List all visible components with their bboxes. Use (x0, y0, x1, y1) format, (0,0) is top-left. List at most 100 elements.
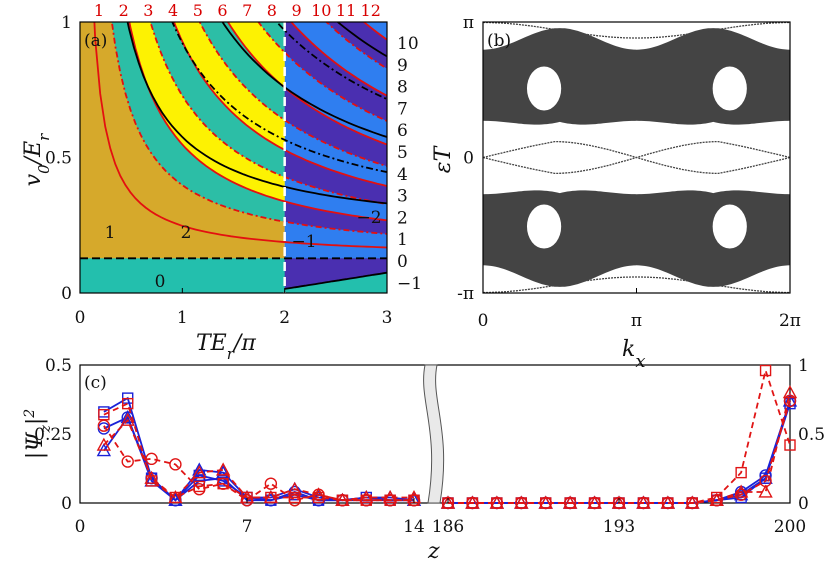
series-line (448, 403, 791, 504)
right-index-label: 7 (397, 99, 408, 119)
series-marker (97, 422, 111, 435)
series-marker (562, 495, 578, 509)
y-tick-label-left: 0.25 (34, 425, 72, 445)
series-marker (169, 458, 182, 471)
x-tick-label: 193 (603, 517, 635, 537)
panel-b-label: (b) (487, 31, 511, 51)
series-marker (335, 492, 350, 506)
top-index-label: 11 (336, 1, 356, 20)
x-tick-label: 0 (75, 517, 86, 537)
series-marker (587, 495, 602, 509)
series-marker (263, 490, 279, 504)
red-boundary-curve (198, 22, 387, 168)
region-stripe-right (284, 22, 387, 121)
panel-a-regions (80, 22, 387, 293)
series-marker (97, 419, 111, 432)
series-marker (217, 477, 229, 490)
series-marker (192, 465, 207, 479)
panel-a-ylabel: v0/Er (21, 133, 53, 186)
right-index-label: 5 (397, 143, 408, 163)
region-label: −1 (291, 232, 316, 252)
x-tick-label: 2 (279, 308, 290, 328)
region-stripe-left (199, 22, 285, 121)
panel-c-series (96, 364, 798, 510)
top-index-label: 10 (311, 1, 331, 20)
axis-break (423, 364, 445, 504)
right-index-label: 0 (397, 252, 408, 272)
series-line (103, 396, 414, 502)
y-tick-label: 1 (61, 13, 72, 33)
region-indigo-bottom (284, 258, 387, 289)
lower-bulk-band (483, 190, 790, 287)
red-boundary-curve (110, 22, 387, 235)
top-index-label: 4 (168, 1, 178, 20)
region-stripe-left (227, 22, 285, 88)
series-marker (465, 495, 480, 509)
series-marker (96, 437, 112, 451)
panel-c-label: (c) (84, 373, 107, 393)
x-tick-label: 2π (779, 311, 801, 331)
y-tick-label: π (463, 13, 474, 33)
series-marker (98, 406, 110, 418)
x-tick-label: 186 (432, 517, 464, 537)
right-index-label: 2 (397, 208, 408, 228)
series-marker (735, 466, 747, 479)
panel-c-ylabel: |Ψz|2 (22, 409, 54, 460)
panel-b-bands (483, 22, 790, 293)
y-tick-label-right: 0.5 (798, 425, 825, 445)
series-marker (611, 495, 627, 509)
red-boundary-curve (290, 22, 387, 97)
black-boundary-curve (221, 22, 387, 138)
right-index-label: −1 (397, 274, 422, 294)
series-marker (98, 408, 110, 421)
series-marker (709, 492, 724, 506)
series-line (103, 425, 414, 502)
series-marker (660, 495, 676, 509)
series-marker (382, 490, 398, 504)
right-index-label: 10 (397, 34, 419, 54)
series-marker (193, 480, 205, 493)
y-tick-label-right: 1 (798, 356, 809, 376)
black-bottom-curve (284, 271, 387, 290)
y-tick-label-right: 0 (798, 494, 809, 514)
x-tick-label: 1 (177, 308, 188, 328)
region-stripe-right (284, 201, 387, 234)
black-boundary-curve (275, 22, 387, 100)
x-tick-label: 0 (478, 311, 489, 331)
panel-a-frame (79, 21, 388, 294)
y-tick-label-left: 0 (61, 494, 72, 514)
x-tick-label: 3 (382, 308, 393, 328)
red-boundary-curve (93, 22, 387, 249)
right-index-label: 8 (397, 78, 408, 98)
series-marker (311, 487, 326, 501)
series-marker (287, 481, 302, 495)
series-marker (144, 470, 159, 484)
series-marker (758, 484, 773, 498)
panel-c-xlabel: z (427, 539, 440, 564)
series-marker (685, 495, 700, 509)
series-marker (759, 364, 772, 377)
series-marker (359, 490, 374, 504)
series-marker (168, 490, 183, 504)
right-index-label: 3 (397, 187, 408, 207)
band-gap (526, 66, 562, 111)
series-marker (782, 385, 798, 399)
series-line (103, 418, 414, 502)
band-gap (526, 204, 562, 249)
band-gap (712, 66, 747, 111)
panel-a-xlabel: TEr/π (196, 331, 256, 363)
top-index-label: 6 (217, 1, 227, 20)
region-stripe-right (326, 22, 387, 69)
panel-b-ylabel: εT (431, 144, 456, 173)
red-boundary-curve (257, 22, 387, 122)
right-index-label: 9 (397, 56, 408, 76)
y-tick-label: 0 (463, 149, 474, 169)
black-boundary-curve (126, 22, 387, 205)
panel-c-ticks: 0 7 14 186 193 200 0 0.25 0.5 0 0.5 1 (34, 356, 825, 537)
series-marker (733, 484, 749, 498)
top-index-label: 3 (143, 1, 153, 20)
series-marker (636, 495, 651, 509)
right-index-label: 4 (397, 165, 408, 185)
